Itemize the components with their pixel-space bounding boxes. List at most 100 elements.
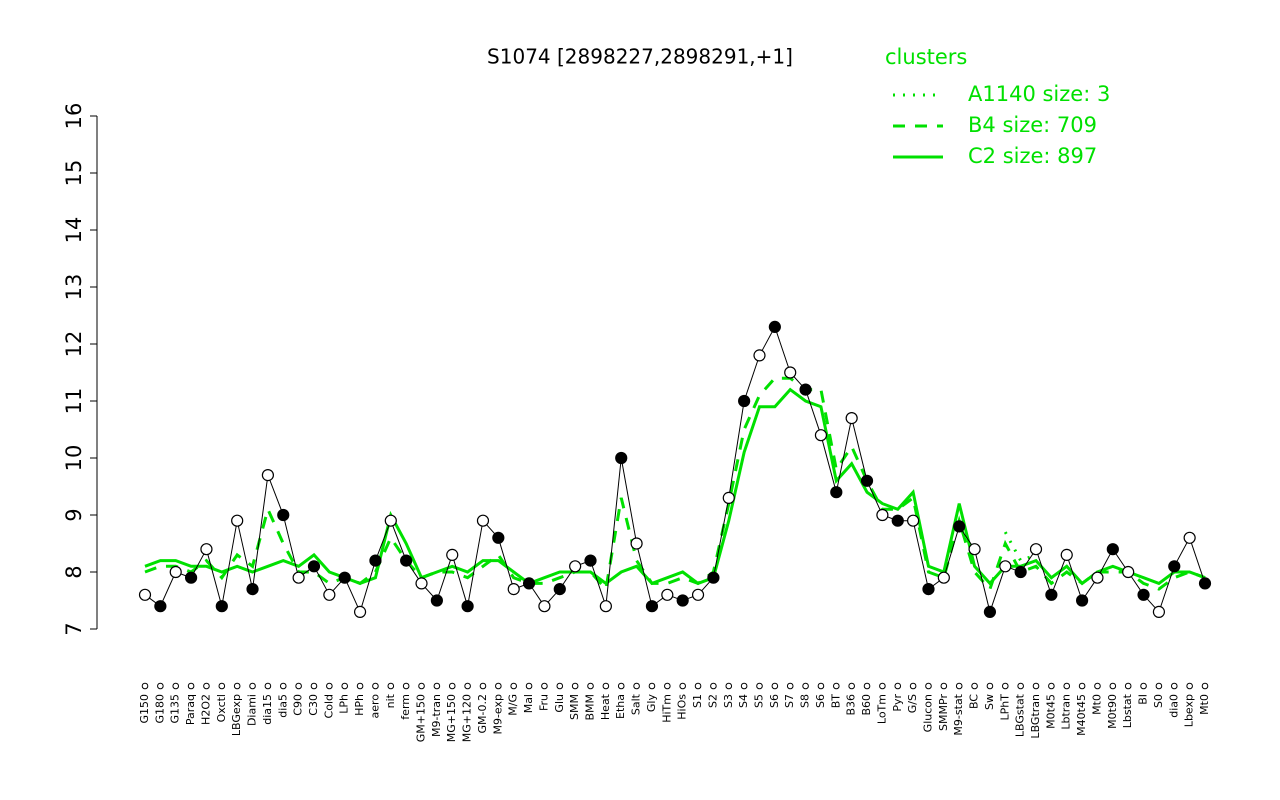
y-tick-label: 14 bbox=[62, 217, 86, 244]
data-point bbox=[876, 508, 889, 522]
y-tick-label: 10 bbox=[62, 445, 86, 472]
x-tick-label: GM-0.2 bbox=[476, 694, 489, 733]
x-tick-label: SMMPr bbox=[937, 694, 950, 731]
legend-title: clusters bbox=[885, 45, 967, 69]
data-point bbox=[676, 594, 689, 607]
x-tick-label: S5 bbox=[752, 694, 765, 708]
x-tick-label: Lbexp bbox=[1183, 694, 1196, 727]
x-tick-label: LBGtran bbox=[1029, 694, 1042, 739]
x-tick-label: S2 bbox=[706, 694, 719, 708]
data-point bbox=[246, 582, 259, 596]
x-position-marker bbox=[479, 682, 487, 690]
y-tick-label: 9 bbox=[62, 508, 86, 521]
x-position-marker bbox=[894, 682, 902, 690]
data-point bbox=[261, 469, 274, 482]
data-point bbox=[1152, 605, 1166, 619]
data-point bbox=[1183, 531, 1196, 544]
x-position-marker bbox=[633, 682, 640, 690]
data-point bbox=[200, 543, 213, 556]
x-position-marker bbox=[525, 682, 533, 690]
x-position-marker bbox=[986, 682, 994, 690]
x-tick-label: dia0 bbox=[1167, 694, 1180, 718]
x-position-marker bbox=[664, 682, 671, 690]
data-point bbox=[1122, 565, 1135, 579]
x-tick-label: Sw bbox=[983, 694, 996, 710]
x-position-marker bbox=[310, 682, 318, 690]
x-position-marker bbox=[433, 682, 441, 690]
x-position-marker bbox=[740, 682, 748, 690]
x-tick-label: LoTm bbox=[875, 694, 888, 724]
y-tick-label: 11 bbox=[62, 388, 86, 415]
data-point bbox=[369, 554, 382, 567]
x-position-marker bbox=[1001, 682, 1009, 690]
x-position-marker bbox=[679, 682, 686, 690]
data-point bbox=[507, 582, 520, 596]
x-position-marker bbox=[710, 682, 717, 690]
data-point bbox=[999, 560, 1012, 573]
x-tick-label: Mal bbox=[522, 694, 535, 713]
x-tick-label: G180 bbox=[153, 694, 166, 724]
chart-title: S1074 [2898227,2898291,+1] bbox=[487, 45, 793, 69]
x-position-marker bbox=[802, 682, 809, 690]
data-point bbox=[937, 571, 950, 584]
x-position-marker bbox=[848, 682, 855, 690]
x-tick-label: nit bbox=[384, 693, 397, 708]
data-point bbox=[323, 588, 336, 601]
data-point bbox=[691, 588, 705, 601]
x-position-marker bbox=[1048, 682, 1055, 690]
x-tick-label: dia15 bbox=[261, 694, 274, 725]
x-tick-label: S1 bbox=[691, 694, 704, 708]
x-tick-label: Gly bbox=[645, 694, 658, 713]
x-tick-label: Glucon bbox=[921, 694, 934, 732]
data-point bbox=[645, 600, 659, 613]
x-position-marker bbox=[1109, 682, 1117, 690]
data-point bbox=[814, 429, 828, 442]
x-position-marker bbox=[1063, 682, 1071, 690]
y-tick-label: 7 bbox=[62, 622, 86, 635]
data-point bbox=[1076, 594, 1089, 607]
x-tick-label: M/G bbox=[507, 694, 520, 716]
x-tick-label: BC bbox=[968, 694, 981, 709]
x-position-marker bbox=[187, 682, 195, 690]
data-point bbox=[1106, 543, 1119, 556]
data-point bbox=[983, 605, 997, 619]
x-tick-label: S6 bbox=[768, 694, 781, 708]
x-position-marker bbox=[495, 682, 502, 690]
data-point bbox=[1168, 560, 1181, 573]
data-point bbox=[461, 600, 474, 613]
data-point bbox=[860, 474, 874, 487]
cluster-line bbox=[144, 387, 1206, 586]
x-position-marker bbox=[909, 682, 917, 690]
data-point bbox=[830, 486, 843, 499]
data-point bbox=[446, 548, 459, 562]
x-tick-label: Diami bbox=[246, 694, 259, 726]
x-position-marker bbox=[1186, 682, 1193, 690]
x-position-marker bbox=[341, 682, 349, 690]
x-tick-label: M9-stat bbox=[952, 693, 965, 735]
x-position-marker bbox=[448, 682, 456, 690]
x-position-marker bbox=[402, 682, 410, 690]
x-position-marker bbox=[587, 682, 594, 690]
x-position-marker bbox=[141, 682, 149, 690]
cluster-line bbox=[144, 376, 1206, 593]
y-tick-label: 12 bbox=[62, 331, 86, 358]
x-position-marker bbox=[725, 682, 733, 690]
x-tick-label: SMM bbox=[568, 694, 581, 720]
x-tick-label: BT bbox=[829, 694, 842, 709]
data-point bbox=[953, 520, 966, 533]
x-position-marker bbox=[387, 682, 395, 690]
data-point bbox=[922, 582, 935, 596]
x-position-marker bbox=[1094, 682, 1101, 690]
x-position-marker bbox=[249, 682, 256, 690]
x-position-marker bbox=[203, 682, 210, 690]
data-point bbox=[891, 514, 904, 527]
data-point bbox=[753, 349, 766, 362]
data-point bbox=[845, 412, 858, 425]
x-position-marker bbox=[372, 682, 379, 690]
x-tick-label: S0 bbox=[1152, 694, 1165, 708]
x-position-marker bbox=[771, 682, 779, 690]
x-tick-label: Etha bbox=[614, 694, 627, 719]
x-position-marker bbox=[172, 682, 180, 690]
